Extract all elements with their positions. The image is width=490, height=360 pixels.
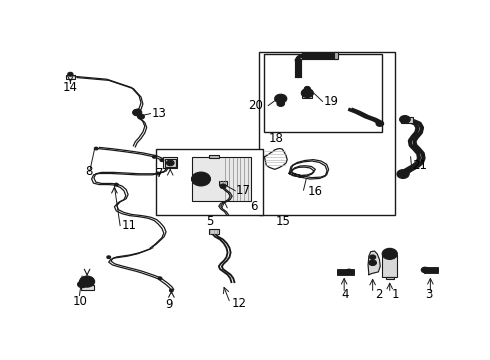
Circle shape — [94, 147, 98, 150]
Text: 1: 1 — [392, 288, 399, 301]
Circle shape — [301, 89, 314, 98]
Circle shape — [421, 267, 429, 273]
Text: 2: 2 — [375, 288, 382, 301]
Text: 14: 14 — [63, 81, 78, 94]
Circle shape — [138, 114, 145, 119]
Bar — [302, 94, 312, 98]
Circle shape — [107, 256, 111, 258]
Circle shape — [278, 97, 283, 100]
Circle shape — [192, 172, 211, 186]
Circle shape — [376, 121, 384, 126]
Circle shape — [158, 277, 162, 280]
Circle shape — [369, 260, 376, 266]
Text: 12: 12 — [231, 297, 246, 310]
Circle shape — [152, 156, 156, 158]
Text: 3: 3 — [425, 288, 433, 301]
Text: 4: 4 — [342, 288, 349, 301]
Text: 5: 5 — [206, 215, 213, 228]
Text: 6: 6 — [250, 200, 258, 213]
Circle shape — [133, 109, 142, 116]
Text: 21: 21 — [412, 159, 427, 172]
Text: 13: 13 — [151, 107, 166, 120]
Circle shape — [304, 86, 310, 91]
Bar — [209, 155, 219, 158]
Circle shape — [382, 248, 397, 260]
Circle shape — [68, 72, 73, 76]
Text: 7: 7 — [155, 167, 163, 180]
Circle shape — [160, 159, 164, 162]
Circle shape — [156, 172, 160, 175]
Text: 10: 10 — [73, 295, 88, 308]
Text: 15: 15 — [276, 215, 291, 228]
Circle shape — [275, 94, 287, 103]
Text: 20: 20 — [248, 99, 263, 112]
Circle shape — [77, 281, 87, 288]
Bar — [81, 285, 94, 291]
Circle shape — [196, 175, 207, 183]
Circle shape — [400, 116, 410, 123]
Circle shape — [170, 289, 173, 292]
Text: 11: 11 — [121, 219, 136, 232]
Bar — [386, 276, 394, 279]
Circle shape — [387, 252, 393, 256]
Bar — [334, 52, 338, 59]
Bar — [265, 54, 382, 132]
Circle shape — [277, 101, 285, 107]
Text: 8: 8 — [85, 165, 92, 178]
Text: 17: 17 — [236, 184, 251, 197]
Circle shape — [167, 160, 174, 166]
Circle shape — [220, 184, 226, 188]
Text: 16: 16 — [307, 185, 322, 198]
Text: 18: 18 — [269, 131, 283, 144]
Bar — [156, 149, 263, 215]
Bar — [219, 181, 227, 185]
Bar — [165, 158, 176, 167]
Bar — [209, 229, 219, 234]
Bar — [66, 75, 75, 79]
Bar — [163, 157, 177, 168]
Bar — [259, 51, 395, 215]
Text: 9: 9 — [166, 298, 173, 311]
Bar — [401, 117, 413, 123]
Polygon shape — [368, 251, 380, 275]
Bar — [382, 255, 397, 278]
Circle shape — [345, 269, 352, 274]
Text: 19: 19 — [323, 95, 338, 108]
Circle shape — [79, 276, 95, 287]
Circle shape — [369, 255, 376, 260]
Circle shape — [114, 183, 118, 186]
Circle shape — [85, 279, 89, 282]
Circle shape — [397, 170, 409, 179]
Bar — [192, 157, 251, 201]
